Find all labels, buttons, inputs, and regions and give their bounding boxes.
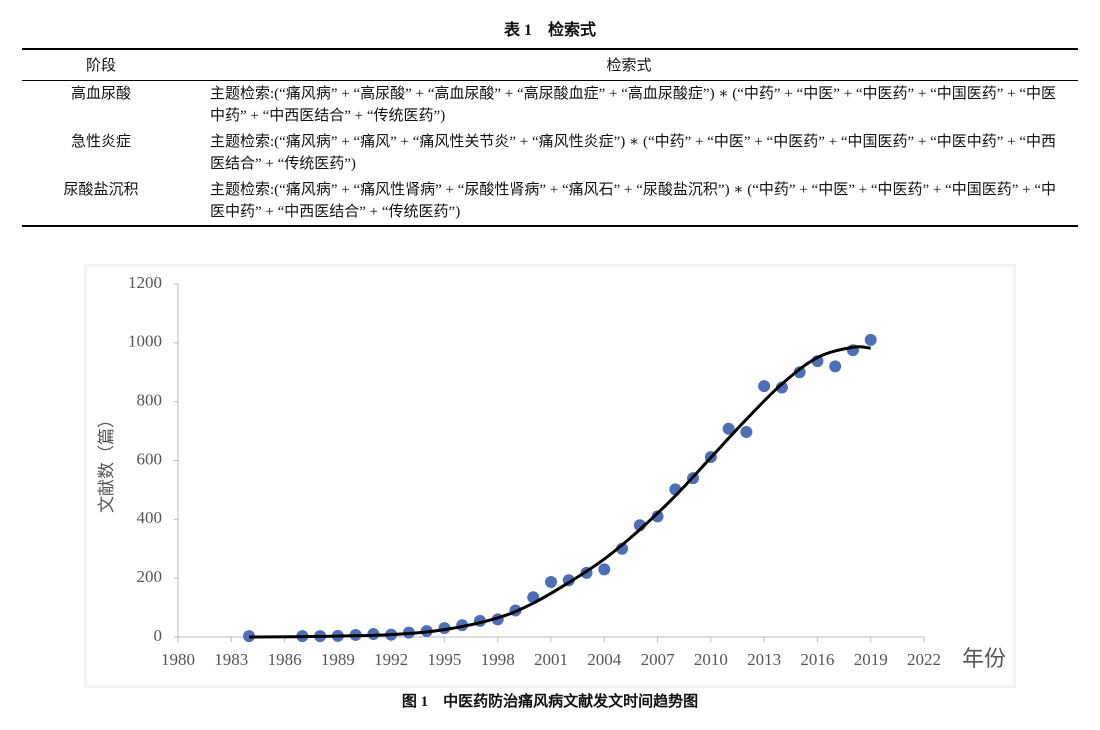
table-cell: 主题检索:(“痛风病” + “高尿酸” + “高血尿酸” + “高尿酸血症” +… [210, 86, 1057, 124]
data-point [864, 333, 877, 346]
x-tick-label: 1983 [214, 650, 248, 669]
y-tick-label: 1000 [128, 332, 162, 351]
x-axis-label: 年份 [962, 646, 1006, 671]
table-cell: 主题检索:(“痛风病” + “痛风” + “痛风性关节炎” + “痛风性炎症”)… [210, 134, 1057, 172]
table-row: 高血尿酸 主题检索:(“痛风病” + “高尿酸” + “高血尿酸” + “高尿酸血… [22, 81, 1078, 130]
table-cell: 主题检索:(“痛风病” + “痛风性肾病” + “尿酸性肾病” + “痛风石” … [210, 182, 1057, 220]
table-title: 表 1 检索式 [503, 22, 596, 39]
y-tick-label: 800 [137, 391, 163, 410]
x-tick-label: 1998 [481, 650, 515, 669]
figure-caption: 图 1 中医药防治痛风病文献发文时间趋势图 [401, 694, 699, 710]
x-tick-label: 2013 [747, 650, 781, 669]
data-point [758, 380, 771, 393]
x-tick-label: 2016 [800, 650, 834, 669]
y-tick-label: 1200 [128, 273, 162, 292]
data-point [598, 563, 611, 576]
x-tick-label: 2001 [534, 650, 568, 669]
data-point [722, 422, 735, 435]
y-tick-label: 0 [154, 626, 163, 645]
y-tick-label: 600 [137, 449, 163, 468]
x-tick-label: 1992 [374, 650, 408, 669]
x-tick-label: 2007 [641, 650, 676, 669]
x-tick-label: 1995 [427, 650, 461, 669]
header-cell: 阶段 [22, 49, 180, 81]
x-tick-label: 2019 [854, 650, 888, 669]
x-tick-label: 1986 [268, 650, 302, 669]
table-row: 急性炎症 主题检索:(“痛风病” + “痛风” + “痛风性关节炎” + “痛风性… [22, 129, 1078, 177]
y-tick-label: 200 [137, 567, 163, 586]
data-point [651, 510, 664, 523]
x-tick-label: 2022 [907, 650, 941, 669]
trend-line [249, 345, 871, 639]
table-cell: 尿酸盐沉积 [63, 182, 139, 198]
data-point [740, 425, 753, 438]
header-cell: 检索式 [180, 49, 1078, 81]
y-tick-label: 400 [137, 508, 163, 527]
x-tick-label: 2010 [694, 650, 728, 669]
x-tick-label: 2004 [587, 650, 622, 669]
table: 阶段 检索式 高血尿酸 主题检索:(“痛风病” + “高尿酸” + “高血尿酸” +… [22, 48, 1078, 227]
data-point [793, 366, 806, 379]
x-tick-label: 1989 [321, 650, 355, 669]
plot-background [87, 267, 1013, 685]
data-point [545, 575, 557, 588]
chart: 文献数（篇） 年份 0 200 400 600 800 1000 1200 1980 1983 1… [84, 264, 1016, 688]
y-axis-label: 文献数（篇） [97, 411, 116, 513]
data-point [775, 381, 788, 394]
x-tick-label: 1980 [161, 650, 195, 669]
table-cell: 高血尿酸 [70, 86, 131, 102]
table-cell: 急性炎症 [70, 134, 131, 150]
data-point [829, 360, 842, 373]
table-row: 尿酸盐沉积 主题检索:(“痛风病” + “痛风性肾病” + “尿酸性肾病” + “… [22, 177, 1078, 226]
